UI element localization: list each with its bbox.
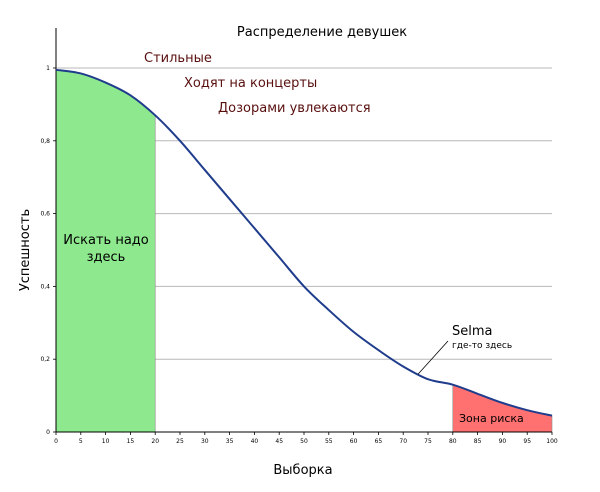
y-tick-label: 0 [46, 429, 50, 436]
callout-title: Selma [452, 324, 493, 339]
x-tick-label: 40 [251, 438, 259, 445]
x-tick-label: 0 [54, 438, 58, 445]
y-tick-label: 0,6 [40, 211, 50, 218]
green-zone-label-line: Искать надо [63, 233, 149, 248]
x-tick-label: 50 [300, 438, 308, 445]
x-tick-label: 60 [350, 438, 358, 445]
x-tick-label: 100 [546, 438, 558, 445]
x-tick-label: 20 [151, 438, 159, 445]
callout-subtitle: где-то здесь [452, 341, 512, 351]
chart-title: Распределение девушек [237, 25, 407, 40]
x-tick-label: 75 [424, 438, 432, 445]
x-tick-label: 25 [176, 438, 184, 445]
x-tick-label: 10 [102, 438, 110, 445]
x-tick-label: 5 [79, 438, 83, 445]
y-tick-label: 0,2 [40, 356, 50, 363]
green-zone-label: Искать надо здесь [63, 233, 149, 265]
x-tick-label: 30 [201, 438, 209, 445]
x-tick-label: 15 [127, 438, 135, 445]
x-tick-label: 35 [226, 438, 234, 445]
x-tick-label: 85 [474, 438, 482, 445]
callout-pointer [417, 340, 449, 375]
x-tick-label: 55 [325, 438, 333, 445]
x-tick-label: 95 [523, 438, 531, 445]
x-tick-label: 70 [399, 438, 407, 445]
y-axis-label: Успешность [18, 209, 33, 291]
annotation-concerts: Ходят на концерты [184, 76, 317, 91]
y-tick-label: 0,8 [40, 138, 50, 145]
x-tick-label: 90 [499, 438, 507, 445]
y-tick-label: 1 [46, 65, 50, 72]
annotation-stylish: Стильные [144, 51, 212, 66]
series-curve [55, 68, 553, 417]
x-tick-label: 80 [449, 438, 457, 445]
green-zone-label-line: здесь [87, 250, 126, 265]
x-tick-label: 45 [275, 438, 283, 445]
x-tick-label: 65 [375, 438, 383, 445]
y-tick-label: 0,4 [40, 283, 50, 290]
x-axis-label: Выборка [273, 463, 332, 478]
annotation-dozor: Дозорами увлекаются [218, 101, 371, 116]
tick-layer: 0 5 10 15 20 25 30 35 40 45 50 55 60 65 70 75 80 85 90 95 10… [40, 65, 557, 445]
red-zone-label: Зона риска [459, 412, 524, 425]
